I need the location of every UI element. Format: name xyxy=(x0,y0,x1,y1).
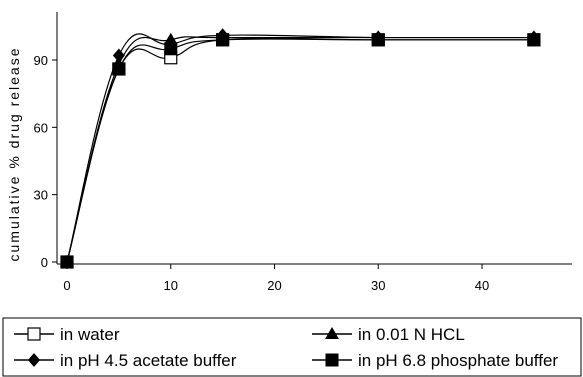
data-point-s2-1 xyxy=(112,48,125,63)
x-tick-label: 40 xyxy=(475,278,489,293)
x-tick-label: 0 xyxy=(63,278,70,293)
series-line-2 xyxy=(66,33,534,263)
data-point-s3-4 xyxy=(371,33,385,47)
axes: 0 30 60 90 0 10 20 30 40 xyxy=(34,12,572,293)
x-tick-label: 20 xyxy=(267,278,281,293)
y-axis-title: cumulative % drug release xyxy=(6,47,22,262)
y-tick-label: 60 xyxy=(34,120,48,135)
legend-marker xyxy=(325,353,339,367)
series-line-3 xyxy=(66,38,534,263)
y-tick-label: 0 xyxy=(41,255,48,270)
legend-entry: in 0.01 N HCL xyxy=(312,325,465,344)
legend-entry: in pH 6.8 phosphate buffer xyxy=(312,351,558,370)
legend-label: in 0.01 N HCL xyxy=(358,325,465,344)
data-point-s3-1 xyxy=(112,62,126,76)
legend-label: in water xyxy=(60,325,120,344)
legend-entry: in pH 4.5 acetate buffer xyxy=(14,351,237,370)
data-point-s3-2 xyxy=(164,42,178,56)
series-line-1 xyxy=(66,36,534,263)
series-line-0 xyxy=(66,37,534,263)
legend-entry: in water xyxy=(14,325,120,344)
x-tick-label: 30 xyxy=(371,278,385,293)
legend: in water in 0.01 N HCL in pH 4.5 acetate b… xyxy=(2,317,582,377)
legend-marker xyxy=(28,353,40,367)
y-tick-label: 30 xyxy=(34,188,48,203)
legend-marker xyxy=(325,327,339,339)
data-point-s3-3 xyxy=(216,33,230,47)
legend-label: in pH 6.8 phosphate buffer xyxy=(358,351,558,370)
y-tick-label: 90 xyxy=(34,53,48,68)
plot-area xyxy=(60,28,541,269)
data-point-s3-5 xyxy=(527,33,541,47)
legend-marker xyxy=(27,327,41,341)
legend-box xyxy=(2,317,582,377)
legend-label: in pH 4.5 acetate buffer xyxy=(60,351,237,370)
x-tick-label: 10 xyxy=(164,278,178,293)
